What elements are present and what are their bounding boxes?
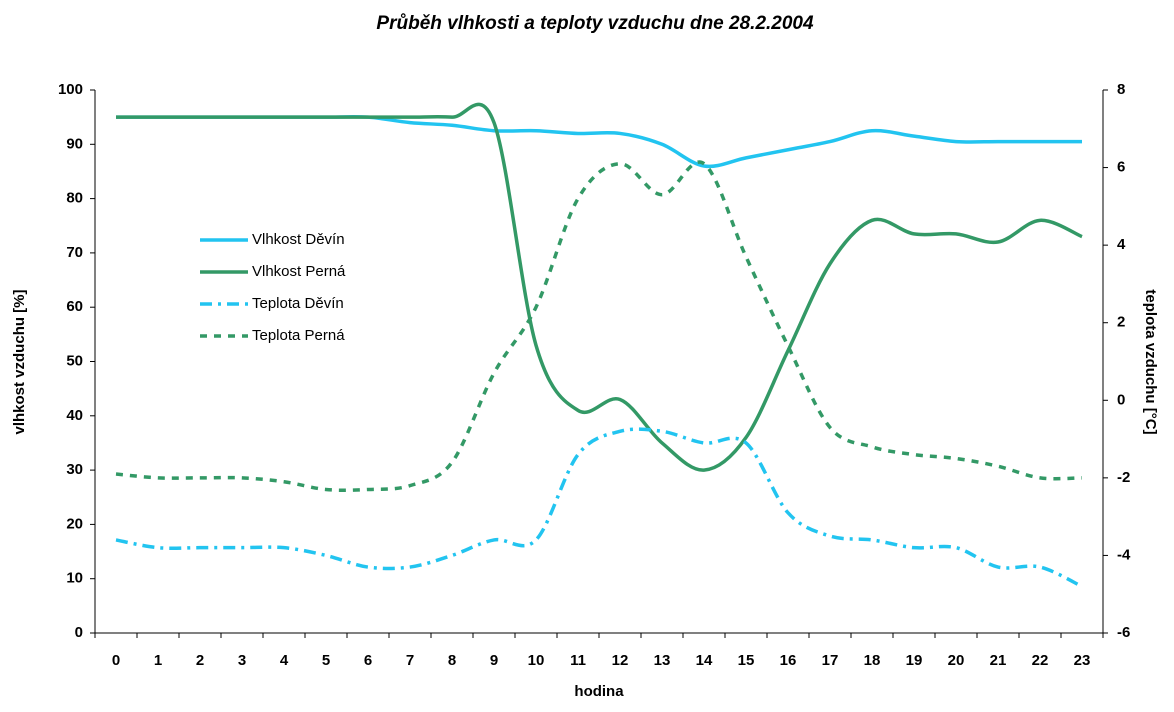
x-tick-label: 17 <box>822 652 839 669</box>
y-axis-label: vlhkost vzduchu [%] <box>11 289 28 434</box>
y2-tick-label: 6 <box>1117 159 1125 176</box>
x-tick-label: 3 <box>238 652 246 669</box>
x-tick-label: 9 <box>490 652 498 669</box>
series-line <box>116 102 1083 472</box>
x-tick-label: 22 <box>1032 652 1049 669</box>
x-tick-label: 12 <box>612 652 629 669</box>
y-tick-label: 80 <box>66 190 83 207</box>
legend-label: Teplota Perná <box>252 327 345 344</box>
x-tick-label: 2 <box>196 652 204 669</box>
x-tick-label: 18 <box>864 652 881 669</box>
legend-label: Vlhkost Děvín <box>252 231 345 248</box>
x-tick-label: 4 <box>280 652 289 669</box>
y-tick-label: 10 <box>66 570 83 587</box>
x-tick-label: 16 <box>780 652 797 669</box>
y2-tick-label: -4 <box>1117 546 1131 563</box>
x-tick-label: 7 <box>406 652 414 669</box>
y-tick-label: 30 <box>66 461 83 478</box>
y-tick-label: 0 <box>75 624 83 641</box>
y-tick-label: 70 <box>66 244 83 261</box>
chart-title: Průběh vlhkosti a teploty vzduchu dne 28… <box>376 13 814 34</box>
legend-label: Vlhkost Perná <box>252 263 346 280</box>
x-tick-label: 11 <box>570 652 586 669</box>
x-tick-label: 0 <box>112 652 120 669</box>
x-axis-label: hodina <box>574 683 624 700</box>
y2-axis-label: teplota vzduchu [°C] <box>1142 289 1159 434</box>
x-tick-label: 10 <box>528 652 545 669</box>
y-tick-label: 100 <box>58 81 83 98</box>
x-tick-label: 23 <box>1074 652 1091 669</box>
y2-tick-label: 2 <box>1117 314 1125 331</box>
y2-tick-label: 0 <box>1117 391 1125 408</box>
x-tick-label: 5 <box>322 652 330 669</box>
series-line <box>116 115 1082 169</box>
y2-tick-label: -2 <box>1117 469 1130 486</box>
y-tick-label: 60 <box>66 298 83 315</box>
x-tick-label: 19 <box>906 652 923 669</box>
y2-tick-label: 4 <box>1117 236 1126 253</box>
x-tick-label: 14 <box>696 652 713 669</box>
x-tick-label: 13 <box>654 652 671 669</box>
y-tick-label: 50 <box>66 352 83 369</box>
x-tick-label: 20 <box>948 652 965 669</box>
series-line <box>115 160 1083 492</box>
series-line <box>115 427 1083 589</box>
y2-tick-label: -6 <box>1117 624 1130 641</box>
legend-label: Teplota Děvín <box>252 295 344 312</box>
y-tick-label: 90 <box>66 135 83 152</box>
x-tick-label: 8 <box>448 652 456 669</box>
x-tick-label: 6 <box>364 652 372 669</box>
x-tick-label: 1 <box>154 652 162 669</box>
x-tick-label: 15 <box>738 652 755 669</box>
y2-tick-label: 8 <box>1117 81 1125 98</box>
y-tick-label: 20 <box>66 515 83 532</box>
y-tick-label: 40 <box>66 407 83 424</box>
x-tick-label: 21 <box>990 652 1007 669</box>
